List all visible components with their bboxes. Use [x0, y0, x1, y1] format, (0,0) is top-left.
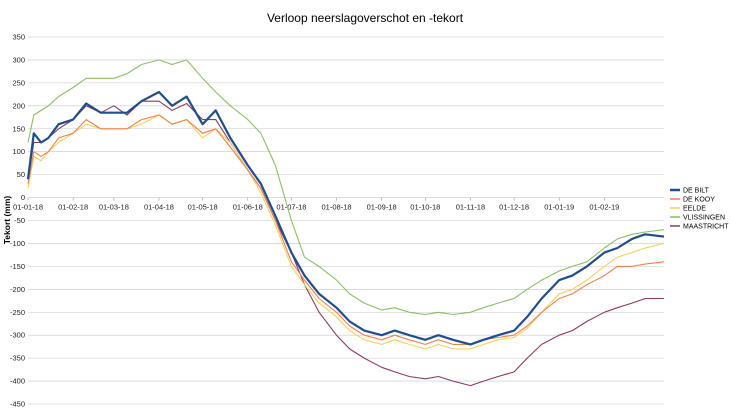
x-tick-label: 01-04-18 — [144, 203, 174, 212]
x-tick-label: 01-06-18 — [233, 203, 263, 212]
legend-label: DE KOOY — [683, 197, 715, 204]
x-tick-label: 01-12-18 — [499, 203, 529, 212]
y-tick-label: 150 — [12, 124, 25, 133]
y-tick-label: -50 — [14, 216, 25, 225]
y-tick-labels: 350 300 250 200 150 100 50 0 -50 -100 -150 -200 -250… — [10, 33, 25, 409]
x-tick-label: 01-02-19 — [589, 203, 619, 212]
y-tick-label: -200 — [10, 285, 25, 294]
y-tick-label: 100 — [12, 147, 25, 156]
chart-title: Verloop neerslagoverschot en -tekort — [267, 11, 464, 25]
x-tick-label: 01-11-18 — [456, 203, 485, 212]
y-tick-label: 300 — [12, 55, 25, 64]
x-tick-label: 01-09-18 — [367, 203, 397, 212]
x-tick-label: 01-08-18 — [322, 203, 352, 212]
legend-label: EELDE — [683, 206, 706, 213]
x-tick-label: 01-03-18 — [99, 203, 129, 212]
series-line-de-bilt — [26, 90, 665, 346]
y-tick-label: -250 — [10, 308, 25, 317]
y-tick-label: -350 — [10, 354, 25, 363]
legend: DE BILT DE KOOY EELDE VLISSINGEN MAASTRICHT — [670, 188, 729, 231]
series-line-de-kooy — [27, 114, 665, 345]
x-tick-label: 01-01-18 — [13, 203, 43, 212]
x-tick-label: 01-01-19 — [544, 203, 574, 212]
series-line-eelde — [27, 114, 665, 350]
y-tick-label: 250 — [12, 78, 25, 87]
series-line-maastricht — [27, 100, 664, 387]
x-tick-label: 01-02-18 — [58, 203, 88, 212]
y-tick-label: 350 — [12, 33, 25, 42]
y-tick-label: -300 — [10, 331, 25, 340]
series-lines — [26, 59, 665, 387]
x-tick-label: 01-05-18 — [188, 203, 218, 212]
legend-label: VLISSINGEN — [683, 215, 725, 222]
x-tick-labels: 01-01-18 01-02-18 01-03-18 01-04-18 01-05-18… — [13, 197, 619, 212]
x-tick-label: 01-10-18 — [410, 203, 440, 212]
y-tick-label: -150 — [10, 262, 25, 271]
y-tick-label: 200 — [12, 101, 25, 110]
y-tick-label: 50 — [17, 170, 25, 179]
legend-label: DE BILT — [683, 188, 710, 195]
y-tick-label: -450 — [10, 400, 25, 409]
series-line-vlissingen — [27, 59, 665, 316]
x-tick-label: 01-07-18 — [276, 203, 306, 212]
y-tick-label: 0 — [21, 193, 25, 202]
y-tick-label: -100 — [10, 239, 25, 248]
y-tick-label: -400 — [10, 377, 25, 386]
y-axis-label: Tekort (mm) — [2, 196, 12, 245]
gridlines — [28, 36, 664, 405]
legend-label: MAASTRICHT — [683, 224, 729, 231]
